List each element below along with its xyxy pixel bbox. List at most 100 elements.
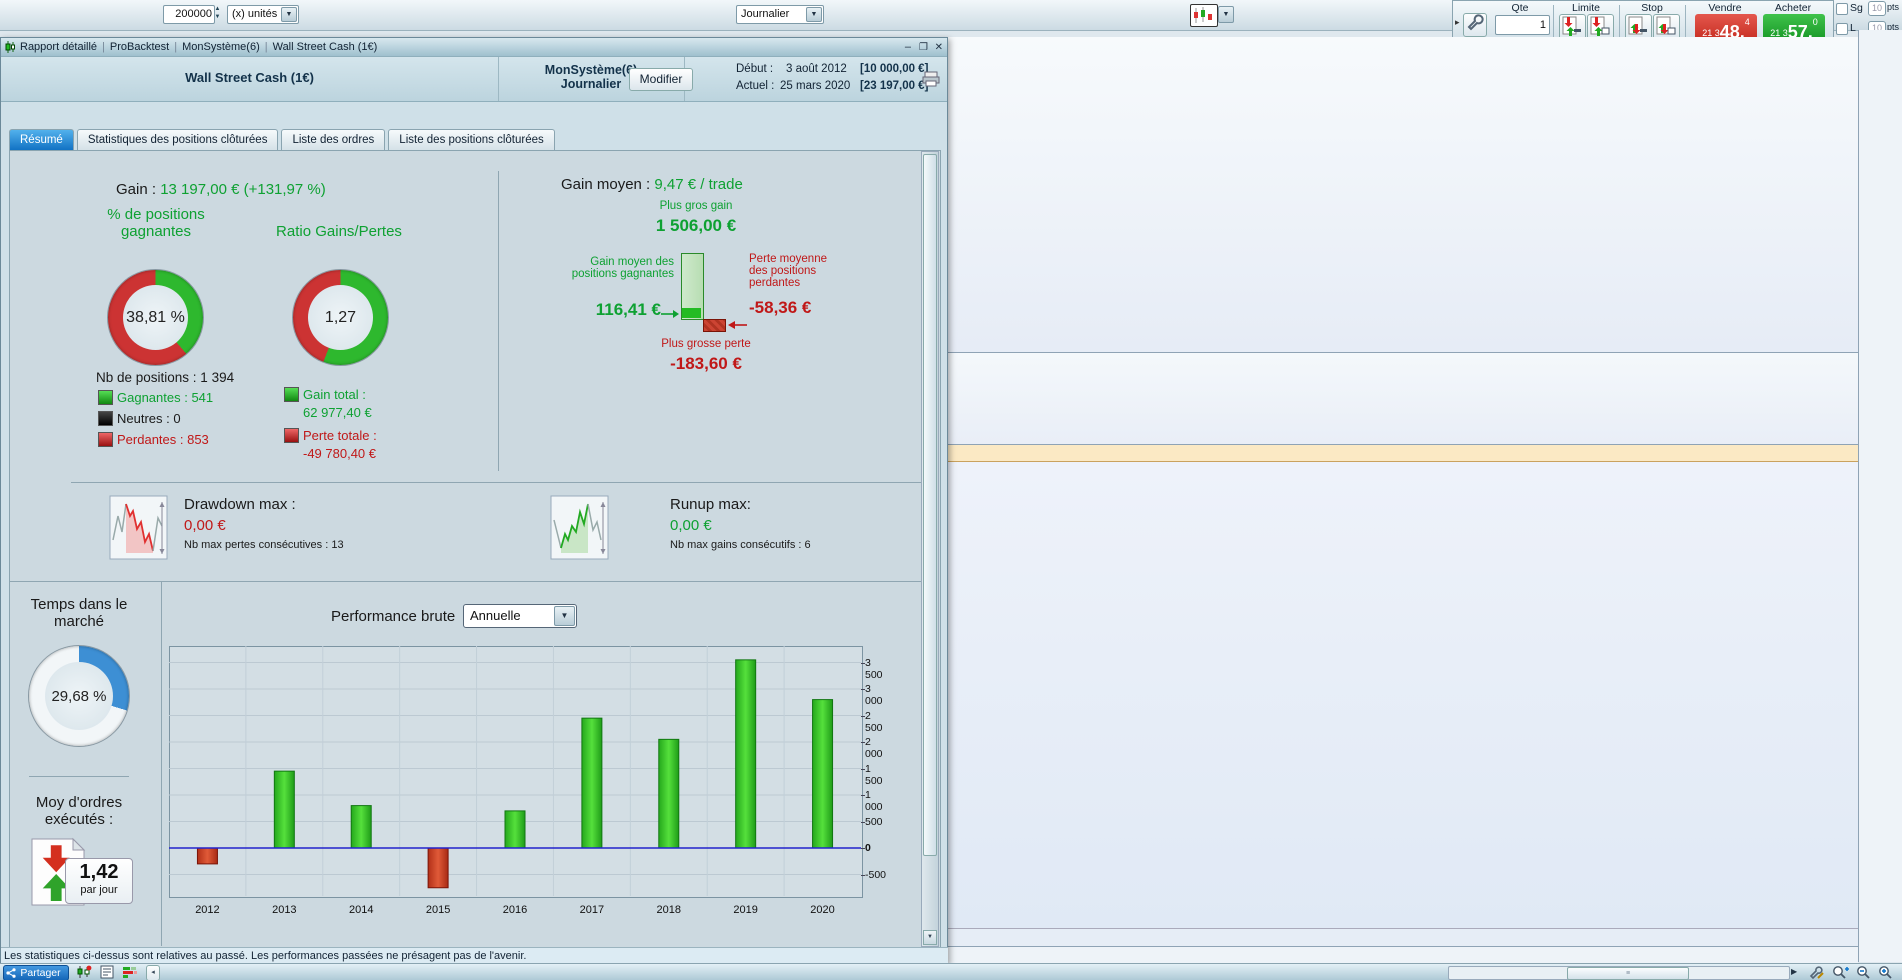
perf-ytick: -500 bbox=[865, 868, 887, 881]
window-scrollbar[interactable]: ▼ bbox=[921, 151, 939, 947]
time-axis bbox=[948, 946, 1858, 963]
runup-value: 0,00 € bbox=[670, 517, 712, 534]
stop-buy-order-button[interactable] bbox=[1653, 14, 1680, 40]
avg-gain-line: Gain moyen : 9,47 € / trade bbox=[561, 176, 743, 193]
chart-type-dropdown[interactable]: ▼ bbox=[1218, 6, 1234, 23]
bottom-taskbar: Partager ◂ ≡ ▶ bbox=[0, 963, 1902, 980]
green-arrow-right-icon bbox=[661, 310, 679, 318]
scrollbar-down-icon[interactable]: ▼ bbox=[923, 930, 937, 945]
tab-3[interactable]: Liste des positions clôturées bbox=[388, 129, 555, 151]
current-capital: [23 197,00 €] bbox=[860, 80, 929, 92]
chevron-down-icon[interactable]: ▼ bbox=[281, 7, 297, 22]
minimize-button[interactable]: – bbox=[904, 41, 911, 53]
gain-loss-ratio-donut: 1,27 bbox=[293, 270, 388, 365]
l-checkbox[interactable] bbox=[1836, 23, 1848, 35]
time-in-market-value: 29,68 % bbox=[45, 662, 113, 730]
biggest-win-value: 1 506,00 € bbox=[655, 216, 737, 235]
title-part: ProBacktest bbox=[109, 41, 170, 53]
tab-1[interactable]: Statistiques des positions clôturées bbox=[76, 129, 279, 151]
chart-h-scrollbar[interactable]: ≡ bbox=[1448, 966, 1790, 980]
perf-ytick-mark bbox=[861, 821, 865, 823]
collapse-arrow-icon[interactable]: ▸ bbox=[1455, 17, 1460, 27]
tab-2[interactable]: Liste des ordres bbox=[281, 129, 386, 151]
drawing-tools-icon[interactable] bbox=[1808, 965, 1824, 980]
window-titlebar[interactable]: Rapport détaillé | ProBacktest | MonSystème(… bbox=[1, 38, 947, 56]
red-arrow-left-icon bbox=[728, 321, 747, 329]
sg-points-input[interactable]: 10 bbox=[1868, 1, 1886, 16]
sg-checkbox[interactable] bbox=[1836, 3, 1848, 15]
chart-window-icon[interactable] bbox=[76, 965, 92, 979]
gain-total-label: Gain total : bbox=[303, 387, 366, 402]
stop-sell-order-button[interactable] bbox=[1625, 14, 1652, 40]
timeframe-value: Journalier bbox=[741, 8, 790, 20]
timeframe-select[interactable]: Journalier ▼ bbox=[736, 5, 824, 24]
scrollbar-thumb[interactable] bbox=[923, 154, 937, 856]
equity-panel[interactable] bbox=[948, 37, 1858, 353]
close-button[interactable]: ✕ bbox=[934, 41, 943, 53]
performance-period-select[interactable]: Annuelle ▼ bbox=[463, 604, 577, 628]
tab-0[interactable]: Résumé bbox=[9, 129, 74, 151]
avg-gain-value: 9,47 € / trade bbox=[654, 176, 743, 193]
maximize-button[interactable]: ❐ bbox=[919, 41, 928, 53]
instrument-name: Wall Street Cash (1€) bbox=[185, 70, 314, 85]
panel-collapse-left-icon[interactable]: ◂ bbox=[146, 965, 160, 980]
instrument-cell: Wall Street Cash (1€) bbox=[1, 57, 499, 101]
gain-line: Gain : 13 197,00 € (+131,97 %) bbox=[116, 181, 326, 198]
order-settings-button[interactable] bbox=[1463, 13, 1487, 37]
report-window: Rapport détaillé | ProBacktest | MonSystème(… bbox=[0, 37, 948, 965]
zoom-fit-icon[interactable] bbox=[1832, 965, 1850, 980]
zoom-out-icon[interactable] bbox=[1856, 965, 1872, 980]
unit-mode-select[interactable]: (x) unités ▼ bbox=[227, 5, 299, 24]
avg-loss-bar bbox=[703, 319, 726, 332]
time-in-market-title: Temps dans le marché bbox=[30, 596, 128, 630]
winning-positions-donut: 38,81 % bbox=[108, 270, 203, 365]
title-part: Wall Street Cash (1€) bbox=[272, 41, 378, 53]
news-list-icon[interactable] bbox=[100, 965, 114, 979]
qty-input[interactable]: 1 bbox=[1495, 15, 1550, 35]
perf-ytick: 2 500 bbox=[865, 709, 883, 734]
gain-label: Gain : bbox=[116, 181, 157, 198]
modify-button[interactable]: Modifier bbox=[629, 68, 693, 91]
title-separator: | bbox=[174, 41, 178, 53]
zoom-in-icon[interactable] bbox=[1878, 965, 1894, 980]
window-title: Rapport détaillé | ProBacktest | MonSystème(… bbox=[20, 41, 377, 53]
stepper-up-icon[interactable]: ▲ bbox=[214, 6, 221, 12]
stepper-down-icon[interactable]: ▼ bbox=[214, 14, 221, 20]
perf-xtick: 2013 bbox=[272, 904, 297, 916]
share-label: Partager bbox=[20, 967, 61, 979]
positions-icon[interactable] bbox=[122, 965, 138, 979]
order-doc-arrows-icon bbox=[1628, 16, 1647, 35]
loss-swatch bbox=[98, 432, 113, 447]
gain-total-swatch bbox=[284, 387, 299, 402]
limit-buy-order-button[interactable] bbox=[1587, 14, 1614, 40]
oscillator-panel[interactable] bbox=[948, 353, 1858, 445]
chevron-down-icon[interactable]: ▼ bbox=[554, 606, 575, 626]
h-scrollbar-thumb[interactable]: ≡ bbox=[1567, 967, 1689, 980]
chart-type-button[interactable] bbox=[1190, 4, 1218, 27]
quantity-stepper[interactable]: ▲ ▼ bbox=[212, 5, 223, 22]
limit-sell-order-button[interactable] bbox=[1559, 14, 1586, 40]
system-cell: MonSystème(6) Journalier bbox=[498, 57, 685, 101]
avg-loss-value: -58,36 € bbox=[749, 298, 812, 317]
title-part: Rapport détaillé bbox=[20, 41, 98, 53]
wrench-icon bbox=[1467, 14, 1484, 31]
volume-strip bbox=[948, 928, 1858, 947]
buy-label: Acheter bbox=[1774, 2, 1812, 14]
trade-marker-strip bbox=[948, 445, 1858, 462]
avg-win-value: 116,41 € bbox=[595, 300, 661, 319]
perf-ytick-mark bbox=[861, 795, 865, 796]
printer-icon[interactable] bbox=[922, 71, 940, 87]
price-panel[interactable] bbox=[948, 462, 1858, 928]
l-label: L bbox=[1850, 22, 1856, 34]
share-button[interactable]: Partager bbox=[3, 965, 69, 980]
neutral-swatch bbox=[98, 411, 113, 426]
price-axis[interactable] bbox=[1858, 30, 1902, 962]
chevron-down-icon[interactable]: ▼ bbox=[806, 7, 822, 22]
perf-ytick: 3 000 bbox=[865, 683, 883, 707]
perf-ytick-mark bbox=[861, 848, 865, 849]
loss-total-swatch bbox=[284, 428, 299, 443]
scroll-right-icon[interactable]: ▶ bbox=[1791, 967, 1798, 976]
quantity-input[interactable]: 200000 bbox=[163, 5, 215, 24]
buy-price-main: 57, bbox=[1787, 22, 1813, 42]
gain-value: 13 197,00 € (+131,97 %) bbox=[160, 181, 326, 198]
